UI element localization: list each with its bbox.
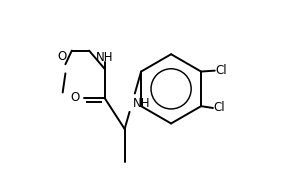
Text: Cl: Cl	[216, 64, 227, 77]
Text: NH: NH	[96, 51, 113, 64]
Text: Cl: Cl	[214, 102, 226, 115]
Text: O: O	[57, 51, 67, 63]
Text: O: O	[71, 91, 80, 105]
Text: NH: NH	[132, 97, 150, 110]
